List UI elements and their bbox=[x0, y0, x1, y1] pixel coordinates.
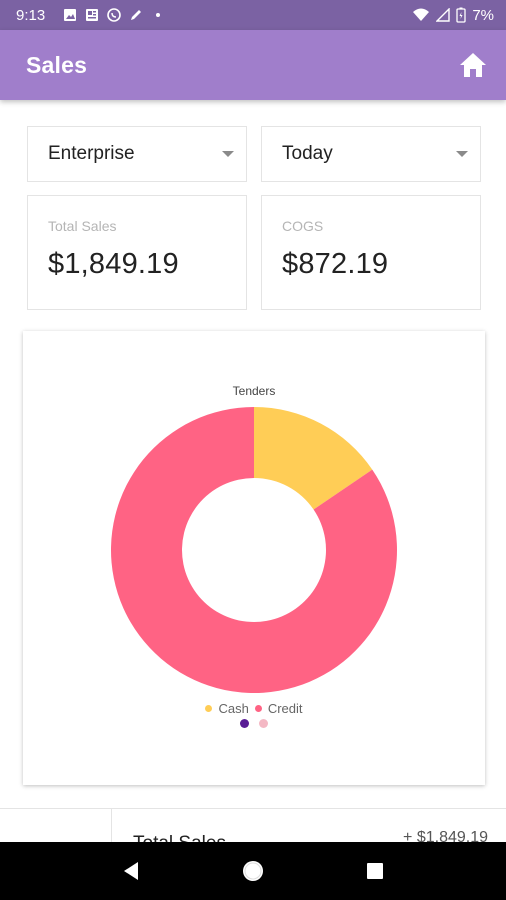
battery-percent: 7% bbox=[472, 6, 494, 24]
summary-value: + $1,849.19 bbox=[403, 829, 488, 846]
cogs-label: COGS bbox=[282, 218, 324, 234]
android-nav-bar bbox=[0, 842, 506, 900]
home-icon bbox=[460, 53, 486, 77]
battery-icon bbox=[456, 7, 466, 23]
legend-label: Credit bbox=[267, 701, 303, 716]
donut-slice-credit[interactable] bbox=[110, 407, 397, 693]
total-sales-value: $1,849.19 bbox=[48, 248, 179, 280]
chart-pager bbox=[23, 719, 485, 728]
notification-icons bbox=[63, 8, 165, 22]
location-dropdown[interactable]: Enterprise bbox=[27, 126, 247, 182]
total-sales-label: Total Sales bbox=[48, 218, 117, 234]
recents-square-icon bbox=[367, 863, 383, 879]
back-triangle-icon bbox=[124, 862, 138, 880]
status-bar: 9:13 7% bbox=[0, 0, 506, 30]
wifi-icon bbox=[413, 8, 430, 21]
legend-dot bbox=[254, 705, 262, 712]
dropdown-arrow-icon bbox=[456, 151, 468, 157]
more-notifications-dot-icon bbox=[156, 13, 161, 17]
pager-dot-inactive[interactable] bbox=[259, 719, 268, 728]
total-sales-card: Total Sales $1,849.19 bbox=[27, 195, 247, 310]
pager-dot-active[interactable] bbox=[240, 719, 249, 728]
date-range-dropdown-value: Today bbox=[282, 143, 333, 164]
app-bar: Sales bbox=[0, 30, 506, 100]
tenders-donut-chart bbox=[110, 407, 397, 693]
location-dropdown-value: Enterprise bbox=[48, 143, 135, 164]
home-circle-icon bbox=[243, 861, 263, 881]
legend-label: Cash bbox=[218, 701, 249, 716]
cogs-value: $872.19 bbox=[282, 248, 389, 280]
home-nav-button[interactable] bbox=[233, 851, 273, 891]
tenders-chart-card: Tenders Cash Credit bbox=[23, 331, 485, 785]
legend-dot bbox=[205, 705, 213, 712]
chart-title: Tenders bbox=[232, 384, 276, 398]
image-notification-icon bbox=[64, 9, 77, 21]
dropdown-arrow-icon bbox=[222, 151, 234, 157]
signal-icon bbox=[436, 8, 451, 22]
back-button[interactable] bbox=[111, 851, 151, 891]
page-title: Sales bbox=[26, 51, 88, 78]
pen-notification-icon bbox=[131, 10, 142, 20]
date-range-dropdown[interactable]: Today bbox=[261, 126, 481, 182]
chart-legend: Cash Credit bbox=[23, 701, 485, 716]
status-time: 9:13 bbox=[16, 6, 46, 24]
home-button[interactable] bbox=[458, 50, 488, 80]
news-notification-icon bbox=[86, 9, 99, 21]
cogs-card: COGS $872.19 bbox=[261, 195, 481, 310]
recents-button[interactable] bbox=[355, 851, 395, 891]
whatsapp-notification-icon bbox=[107, 8, 122, 22]
donut-slice-cash[interactable] bbox=[254, 407, 373, 510]
legend-item-credit[interactable]: Credit bbox=[254, 701, 303, 716]
legend-item-cash[interactable]: Cash bbox=[205, 701, 249, 716]
summary-left-cell bbox=[0, 809, 112, 849]
